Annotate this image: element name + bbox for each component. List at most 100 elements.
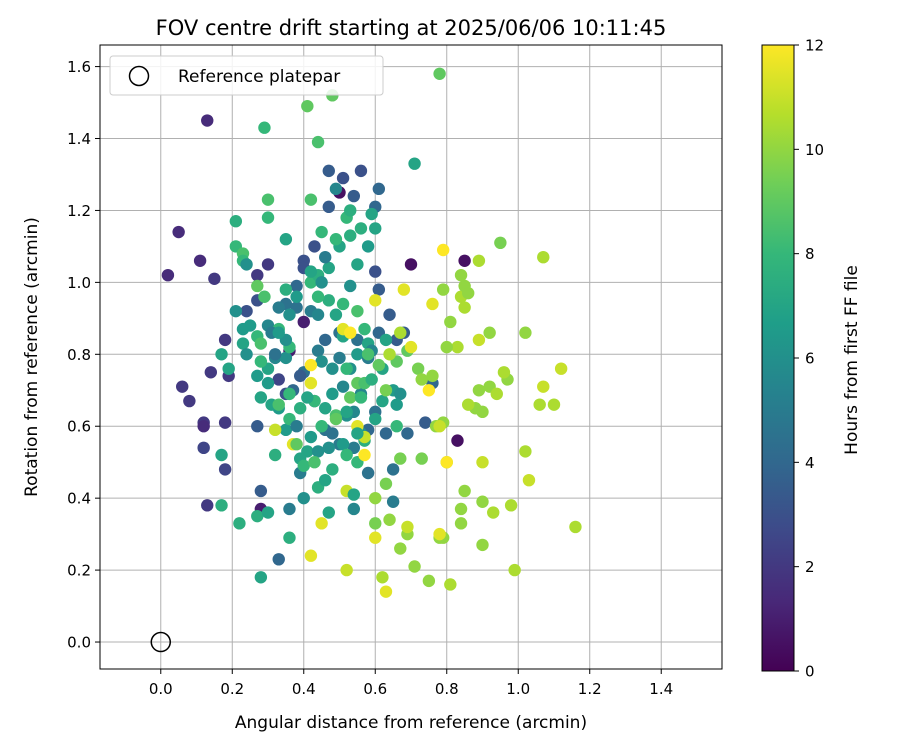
scatter-point	[347, 502, 361, 516]
scatter-point	[215, 348, 228, 361]
scatter-point	[365, 373, 378, 386]
scatter-point	[344, 279, 357, 293]
scatter-point	[315, 225, 328, 239]
scatter-point	[301, 99, 314, 113]
colorbar-bar	[761, 44, 795, 672]
scatter-point	[354, 391, 368, 404]
scatter-point	[251, 279, 264, 293]
scatter-point	[537, 250, 550, 264]
scatter-point	[361, 466, 375, 480]
scatter-point	[422, 384, 436, 397]
scatter-point	[340, 362, 353, 375]
scatter-point	[354, 222, 368, 235]
scatter-point	[293, 369, 307, 383]
scatter-point	[261, 211, 275, 224]
scatter-point	[258, 290, 271, 303]
scatter-point	[336, 297, 350, 311]
scatter-point	[404, 340, 418, 354]
scatter-point	[326, 427, 339, 440]
scatter-point	[254, 355, 268, 368]
scatter-point	[290, 290, 303, 303]
scatter-point	[322, 261, 335, 275]
scatter-point	[383, 348, 396, 361]
scatter-point	[358, 448, 371, 462]
scatter-point	[204, 366, 218, 379]
colorbar-tick-label: 8	[805, 245, 815, 263]
scatter-point	[315, 276, 328, 289]
scatter-point	[311, 344, 325, 357]
scatter-point	[315, 355, 328, 368]
y-axis-label: Rotation from reference (arcmin)	[22, 217, 42, 497]
scatter-point	[304, 376, 318, 390]
x-axis-label: Angular distance from reference (arcmin)	[235, 713, 587, 733]
scatter-point	[322, 164, 335, 178]
scatter-point	[554, 362, 568, 375]
scatter-point	[365, 207, 378, 221]
scatter-point	[351, 348, 364, 361]
scatter-point	[279, 283, 293, 296]
scatter-point	[279, 423, 293, 437]
x-tick-label: 1.4	[649, 680, 673, 698]
x-tick-label: 0.6	[363, 680, 387, 698]
scatter-point	[240, 304, 253, 318]
scatter-point	[394, 542, 407, 555]
scatter-point	[440, 455, 453, 469]
grid	[100, 45, 722, 669]
scatter-point	[372, 283, 386, 296]
scatter-point	[218, 463, 232, 476]
scatter-point	[236, 337, 250, 350]
scatter-point	[426, 297, 439, 311]
scatter-point	[326, 463, 339, 476]
scatter-point	[358, 322, 371, 336]
scatter-point	[379, 384, 393, 397]
scatter-point	[304, 549, 318, 562]
scatter-point	[329, 182, 343, 196]
scatter-point	[240, 348, 253, 361]
scatter-point	[433, 67, 446, 80]
y-tick-label: 0.4	[67, 490, 91, 508]
scatter-point	[369, 294, 382, 307]
scatter-point	[504, 499, 518, 512]
scatter-point	[304, 265, 318, 278]
colorbar-tick-label: 10	[805, 141, 824, 159]
scatter-point	[311, 308, 325, 321]
scatter-point	[354, 164, 368, 178]
scatter-point	[472, 254, 486, 267]
scatter-point	[283, 387, 296, 401]
scatter-point	[436, 243, 450, 257]
scatter-point	[311, 445, 325, 458]
y-tick-label: 1.4	[67, 130, 91, 148]
scatter-point	[322, 441, 335, 455]
scatter-point	[569, 520, 582, 534]
scatter-point	[408, 560, 421, 573]
scatter-point	[283, 502, 296, 516]
scatter-point	[361, 348, 375, 361]
plot-frame	[99, 44, 723, 670]
scatter-point	[379, 585, 393, 598]
scatter-point	[344, 326, 357, 339]
scatter-point	[283, 531, 296, 544]
chart-title: FOV centre drift starting at 2025/06/06 …	[156, 16, 667, 40]
scatter-point	[433, 527, 446, 541]
scatter-point	[218, 416, 232, 429]
scatter-point	[297, 459, 310, 472]
scatter-point	[451, 434, 464, 447]
scatter-point	[272, 301, 285, 314]
colorbar-tick-label: 6	[805, 350, 815, 368]
scatter-point	[351, 258, 364, 271]
scatter-point	[379, 477, 393, 490]
scatter-point	[476, 538, 489, 552]
x-tick-label: 0.2	[220, 680, 244, 698]
scatter-point	[197, 420, 210, 433]
scatter-point	[311, 135, 325, 149]
legend-box	[109, 55, 384, 96]
scatter-point	[372, 358, 386, 372]
scatter-point	[394, 387, 407, 401]
scatter-point	[344, 204, 357, 217]
scatter-point	[344, 229, 357, 242]
scatter-point	[290, 420, 303, 433]
legend-marker	[128, 65, 150, 87]
scatter-point	[336, 171, 350, 185]
scatter-point	[404, 258, 418, 271]
